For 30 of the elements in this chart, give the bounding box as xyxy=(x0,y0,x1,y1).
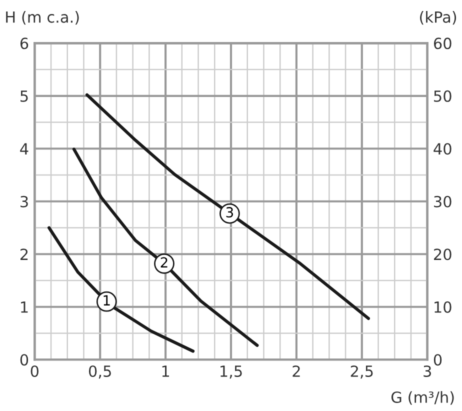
annotation: 2 xyxy=(160,257,168,268)
x-tick-label: 2 xyxy=(292,365,300,377)
annotation: 3 xyxy=(226,207,233,218)
y-tick-label: 3 xyxy=(20,196,28,208)
y-tick-label: 0 xyxy=(20,354,28,366)
y-axis-title: H (m c.a.) xyxy=(6,11,79,25)
y2-tick-label: 10 xyxy=(434,301,452,313)
x-tick-label: 1,5 xyxy=(220,366,242,379)
y2-tick-label: 20 xyxy=(434,248,452,260)
y2-tick-label: 30 xyxy=(434,196,452,208)
line-series xyxy=(72,148,259,347)
line-series xyxy=(85,93,370,320)
x-tick-label: 2,5 xyxy=(350,365,373,379)
y2-axis-title: (kPa) xyxy=(420,10,456,25)
y2-tick-label: 60 xyxy=(434,38,452,50)
x-tick-label: 3 xyxy=(424,365,431,378)
y-tick-label: 5 xyxy=(20,90,28,102)
line-series xyxy=(48,226,195,353)
y2-tick-label: 40 xyxy=(434,143,452,155)
y-tick-label: 1 xyxy=(21,302,28,313)
x-tick-label: 0 xyxy=(30,365,38,378)
x-axis-title: G (m³/h) xyxy=(391,391,454,405)
y-tick-label: 4 xyxy=(20,143,28,154)
x-tick-label: 1 xyxy=(162,366,169,377)
y-tick-label: 6 xyxy=(20,38,28,50)
y2-tick-label: 50 xyxy=(434,90,452,102)
y2-tick-label: 0 xyxy=(434,354,442,366)
x-tick-label: 0,5 xyxy=(88,365,111,379)
y-tick-label: 2 xyxy=(20,248,28,260)
annotation: 1 xyxy=(104,295,110,306)
